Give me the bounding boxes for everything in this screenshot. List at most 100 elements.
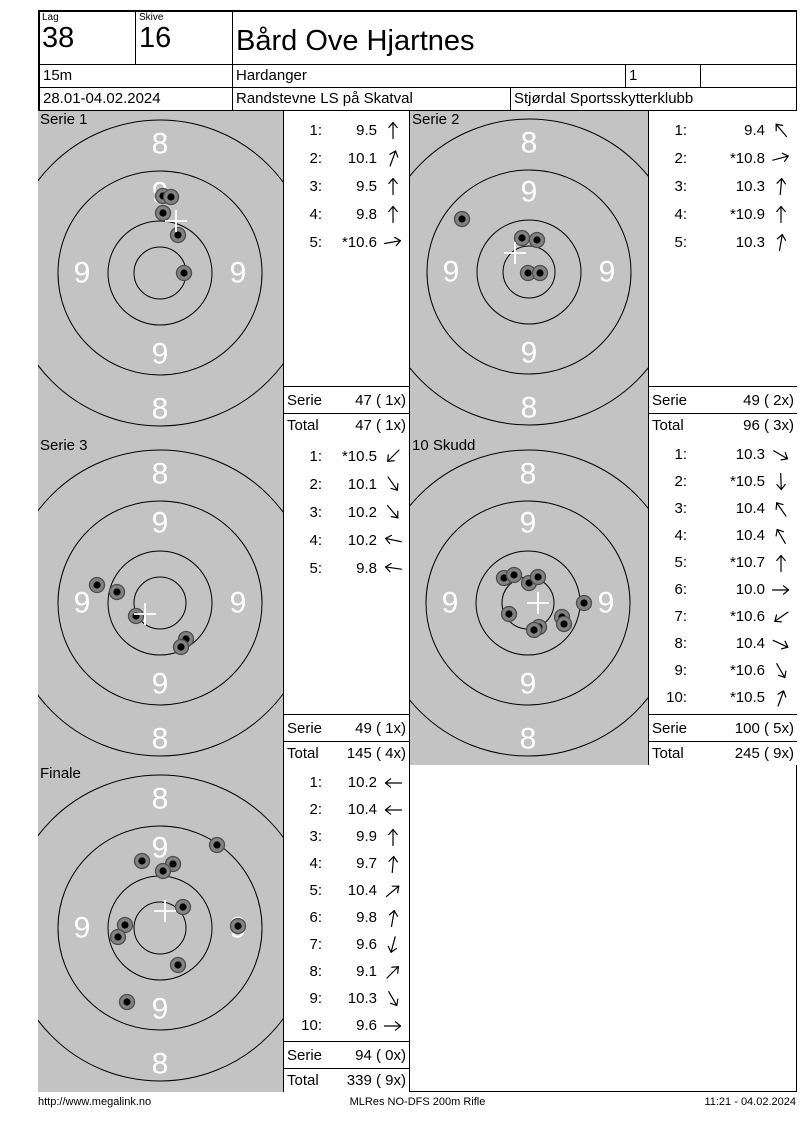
serie-value: 49 ( 2x) [743,391,794,409]
shot-number: 5: [309,233,322,251]
card-border-top [38,10,797,12]
shot-direction-arrow-icon [774,611,789,622]
total-value: 145 ( 4x) [346,745,406,762]
shot-direction-arrow-icon [388,205,398,224]
grid-line [700,64,701,88]
date-range: 28.01-04.02.2024 [43,90,161,107]
shot-arrow [379,1015,407,1037]
class-number: 1 [629,67,638,84]
shot-value: 10.4 [347,882,377,899]
shot-row: 5: *10.6 [284,228,409,256]
shot-direction-arrow-icon [776,234,787,251]
shot-arrow [379,961,407,983]
shot-row: 5: *10.7 [649,549,797,576]
serie-value: 49 ( 1x) [355,719,406,737]
serie-value: 100 ( 5x) [734,719,794,737]
shot-row: 2: *10.8 [649,144,797,172]
total-row: Total 47 ( 1x) [284,413,409,437]
shot-direction-arrow-icon [388,177,398,196]
serie-label: Serie [652,391,688,409]
shot-arrow [767,498,795,520]
shot-row: 4: 10.2 [284,526,409,554]
shot-arrow [379,988,407,1010]
shot-number: 2: [309,801,322,818]
shot-number: 3: [309,828,322,845]
shot-arrow [767,633,795,655]
shot-direction-arrow-icon [387,476,399,491]
lag-cell: Lag 38 [40,11,135,64]
total-value: 339 ( 9x) [346,1072,406,1089]
footer-url: http://www.megalink.no [38,1096,152,1108]
total-label: Total [287,745,319,762]
shot-row: 5: 9.8 [284,554,409,582]
ring-value-label: 9 [152,507,169,540]
serie-row: Serie 47 ( 1x) [284,386,409,413]
shot-value: *10.5 [729,473,765,490]
serie-row: Serie 100 ( 5x) [649,714,797,741]
shot-number: 2: [309,475,322,493]
shot-row: 3: 10.2 [284,498,409,526]
shot-number: 4: [309,205,322,223]
ring-value-label: 9 [152,832,169,865]
shot-list: 1: 10.2 2: 10.4 3: 9.9 4: 9.7 5: 10.4 6: 9.8 7: 9.6 8:… [284,765,409,1039]
shot-number: 1: [674,446,687,463]
shot-row: 4: 10.4 [649,522,797,549]
grid-line [135,10,136,65]
serie-row: Serie 94 ( 0x) [284,1041,409,1068]
shot-row: 9: *10.6 [649,657,797,684]
shot-arrow [379,907,407,929]
shot-row: 1: 10.3 [649,441,797,468]
shot-arrow [379,119,407,141]
score-column-10-skudd: 1: 10.3 2: *10.5 3: 10.4 4: 10.4 5: *10.7 6: 10.0 7:… [648,437,797,765]
shot-list: 1: *10.5 2: 10.1 3: 10.2 4: 10.2 5: 9.8 [284,437,409,582]
shot-direction-arrow-icon [771,584,790,595]
sum-block: Serie 47 ( 1x) Total 47 ( 1x) [284,386,409,437]
ring-value-label: 8 [152,393,169,426]
shot-value: 10.4 [735,527,765,544]
score-column-serie-2: 1: 9.4 2: *10.8 3: 10.3 4: *10.9 5: 10.3 Serie 49… [648,111,797,437]
total-label: Total [652,417,684,434]
shot-number: 3: [309,177,322,195]
ring-value-label: 8 [521,127,538,160]
grid-line [510,87,511,111]
shot-row: 3: 10.3 [649,172,797,200]
shot-value: *10.6 [729,608,765,625]
skive-value: 16 [139,22,172,54]
shot-direction-arrow-icon [775,501,787,517]
shot-row: 5: 10.3 [649,228,797,256]
serie-value: 47 ( 1x) [355,391,406,409]
shot-direction-arrow-icon [384,777,403,788]
shot-value: 10.2 [347,531,377,549]
shot-row: 9: 10.3 [284,985,409,1012]
shot-row: 10: 9.6 [284,1012,409,1039]
shot-direction-arrow-icon [384,562,403,573]
shot-value: 10.2 [347,774,377,791]
shot-row: 1: *10.5 [284,442,409,470]
shot-arrow [767,175,795,197]
shot-number: 4: [674,527,687,544]
shot-number: 8: [674,635,687,652]
shot-direction-arrow-icon [387,449,400,462]
shot-value: 9.4 [744,121,765,139]
shot-number: 5: [309,559,322,577]
target-serie-3: Serie 3 8 9 9 9 9 8 [6,437,314,765]
shot-direction-arrow-icon [388,855,399,873]
shot-row: 10: *10.5 [649,684,797,711]
footer-report-type: MLRes NO-DFS 200m Rifle [349,1096,486,1108]
sum-block: Serie 94 ( 0x) Total 339 ( 9x) [284,1041,409,1092]
shot-number: 4: [674,205,687,223]
shooter-club: Hardanger [236,67,307,84]
skive-cell: Skive 16 [137,11,231,64]
serie-row: Serie 49 ( 2x) [649,386,797,413]
shot-row: 4: *10.9 [649,200,797,228]
shot-arrow [379,529,407,551]
shot-number: 3: [674,177,687,195]
shot-list: 1: 10.3 2: *10.5 3: 10.4 4: 10.4 5: *10.7 6: 10.0 7:… [649,437,797,711]
sum-block: Serie 49 ( 1x) Total 145 ( 4x) [284,714,409,765]
ring-value-label: 8 [520,723,537,756]
shot-row: 6: 10.0 [649,576,797,603]
